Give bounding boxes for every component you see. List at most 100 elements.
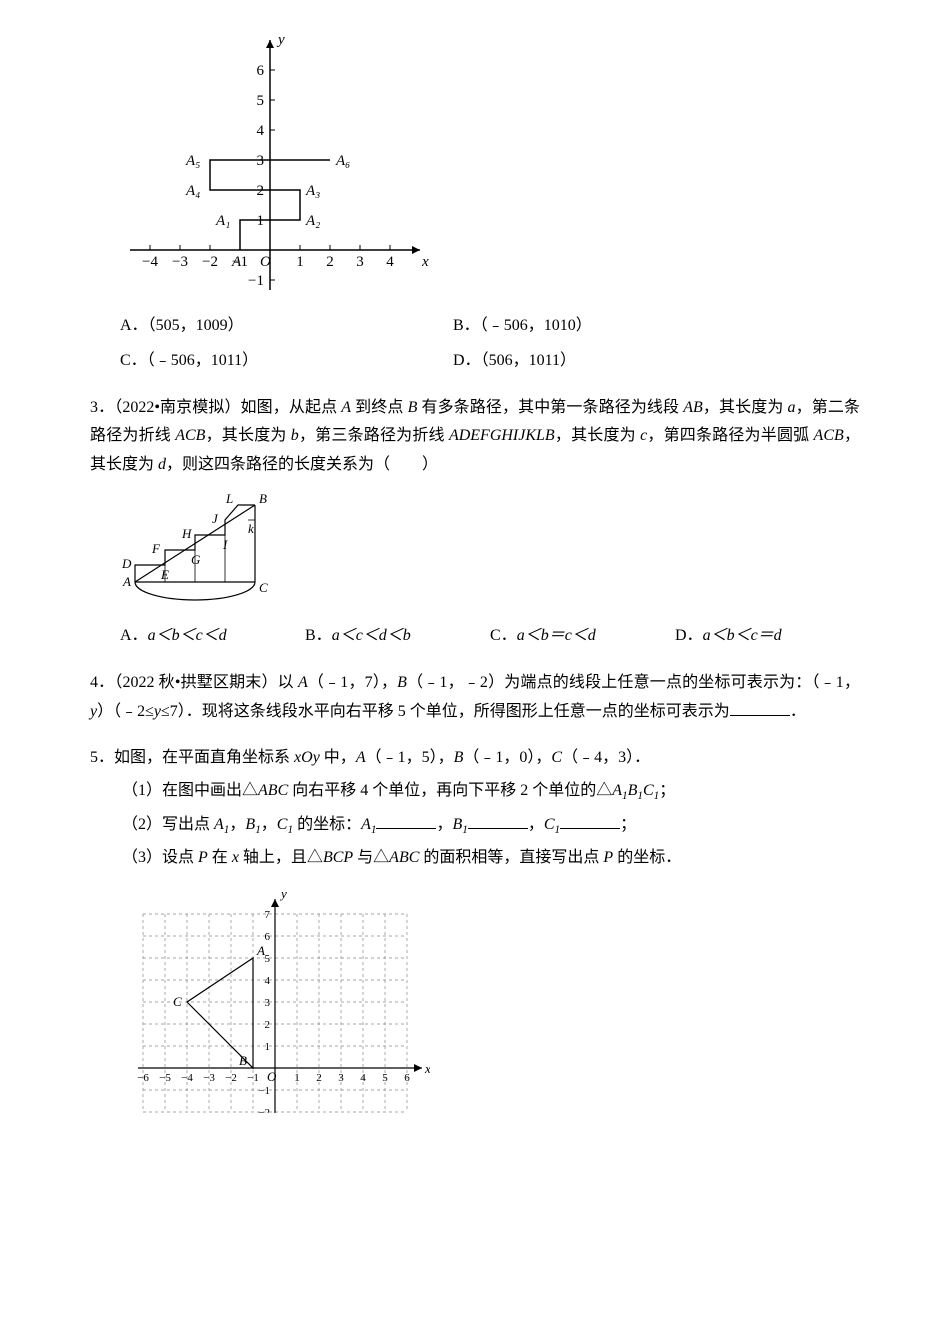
q5-p1a: （1）在图中画出△ (122, 782, 258, 799)
q5-semi2: ； (620, 816, 636, 833)
q5-ABC2: ABC (389, 849, 419, 866)
svg-text:4: 4 (265, 975, 271, 987)
q5-t2: 中， (320, 749, 356, 766)
q5-c3: ， (436, 816, 452, 833)
q5-blank-c (560, 813, 620, 829)
svg-text:2: 2 (326, 254, 334, 270)
q3-opt-a-text: a＜b＜c＜d (148, 627, 227, 644)
q5-figure: −6−5−4−3−2−1123456−2−11234567OxyABC (120, 883, 860, 1113)
q3-text: 3．（2022•南京模拟）如图，从起点 A 到终点 B 有多条路径，其中第一条路… (90, 394, 860, 480)
q3-d: d (158, 456, 166, 473)
q2-opt-b: B．（﹣506，1010） (453, 312, 786, 341)
q3-opt-b: B．a＜c＜d＜b (305, 622, 490, 651)
q5-p2b: 的坐标： (293, 816, 361, 833)
q5-ptB: （﹣1，0）， (463, 749, 551, 766)
svg-text:7: 7 (265, 909, 271, 921)
q3-number: 3． (90, 399, 114, 416)
q5-c4: ， (528, 816, 544, 833)
q3-a: a (788, 399, 796, 416)
svg-text:−2: −2 (202, 254, 218, 270)
q4-t3: ≤7）．现将这条线段水平向右平移 5 个单位，所得图形上任意一点的坐标可表示为 (161, 703, 730, 720)
q3-t3: 有多条路径，其中第一条路径为线段 (417, 399, 683, 416)
svg-text:B: B (259, 491, 267, 506)
q5-A1B1C1: A1B1C1 (612, 782, 659, 799)
q3-opt-c-text: a＜b＝c＜d (517, 627, 596, 644)
svg-text:A: A (231, 254, 242, 270)
q2-opt-d: D．（506，1011） (453, 347, 786, 376)
q3-opt-a: A．a＜b＜c＜d (120, 622, 305, 651)
q3-long: ADEFGHIJKLB (449, 427, 555, 444)
q3-t9: ，第四条路径为半圆弧 (647, 427, 813, 444)
q5-block: 5．如图，在平面直角坐标系 xOy 中，A（﹣1，5），B（﹣1，0），C（﹣4… (90, 744, 860, 1112)
svg-text:O: O (260, 254, 271, 270)
q3-AB: AB (683, 399, 703, 416)
svg-text:C: C (173, 994, 182, 1009)
q2-opt-a: A．（505，1009） (120, 312, 453, 341)
q3-B: B (408, 399, 418, 416)
svg-text:E: E (160, 567, 169, 582)
svg-text:F: F (151, 541, 161, 556)
q5-p2a: （2）写出点 (122, 816, 214, 833)
q4-blank (730, 700, 790, 716)
svg-text:y: y (279, 886, 287, 901)
q5-p3b: 在 (208, 849, 232, 866)
q3-t11: ，则这四条路径的长度关系为（ ） (166, 456, 438, 473)
q5-C: C (551, 749, 562, 766)
q5-P: P (198, 849, 208, 866)
svg-text:B: B (239, 1053, 247, 1068)
q3-t2: 到终点 (351, 399, 408, 416)
svg-text:3: 3 (338, 1072, 344, 1084)
q5-B1: B1 (245, 816, 260, 833)
q2-block: −4−3−2−11234−1123456OxyAA₁A₂A₃A₄A₅A₆ A．（… (90, 30, 860, 376)
q3-opt-b-text: a＜c＜d＜b (332, 627, 411, 644)
svg-text:−4: −4 (181, 1072, 193, 1084)
q5-p1b: 向右平移 4 个单位，再向下平移 2 个单位的△ (288, 782, 612, 799)
svg-text:A₂: A₂ (305, 213, 320, 229)
q3-t4: ，其长度为 (703, 399, 788, 416)
svg-text:−6: −6 (137, 1072, 149, 1084)
q2-opt-c: C．（﹣506，1011） (120, 347, 453, 376)
q3-opt-d-text: a＜b＜c＝d (703, 627, 782, 644)
q5-part2: （2）写出点 A1，B1，C1 的坐标：A1，B1，C1； (122, 811, 860, 840)
svg-text:−1: −1 (258, 1085, 270, 1097)
q5-c1: ， (229, 816, 245, 833)
q3-figure: ABCDEFGHIJLk (120, 490, 860, 610)
q2-opt-a-text: （505，1009） (148, 317, 244, 334)
q5-part3: （3）设点 P 在 x 轴上，且△BCP 与△ABC 的面积相等，直接写出点 P… (122, 844, 860, 873)
q5-p3a: （3）设点 (122, 849, 198, 866)
svg-text:−2: −2 (258, 1107, 270, 1113)
q2-opt-d-text: （506，1011） (481, 352, 576, 369)
svg-text:O: O (267, 1069, 277, 1084)
q4-number: 4． (90, 674, 114, 691)
q2-opt-b-text: （﹣506，1010） (480, 317, 592, 334)
svg-text:A₁: A₁ (215, 213, 230, 229)
svg-text:1: 1 (294, 1072, 300, 1084)
q4-t1: 以 (278, 674, 298, 691)
q3-block: 3．（2022•南京模拟）如图，从起点 A 到终点 B 有多条路径，其中第一条路… (90, 394, 860, 651)
svg-text:−4: −4 (142, 254, 158, 270)
q4-text: 4．（2022 秋•拱墅区期末）以 A（﹣1，7），B（﹣1，﹣2）为端点的线段… (90, 669, 860, 727)
svg-text:C: C (259, 580, 268, 595)
svg-text:5: 5 (382, 1072, 388, 1084)
svg-text:x: x (424, 1061, 430, 1076)
q3-source: （2022•南京模拟） (114, 399, 240, 416)
svg-text:3: 3 (356, 254, 364, 270)
q4-t2: ）（﹣2≤ (97, 703, 154, 720)
q4-A: A (298, 674, 308, 691)
q3-opt-d: D．a＜b＜c＝d (675, 622, 860, 651)
q5-number: 5． (90, 749, 114, 766)
svg-text:J: J (212, 511, 219, 526)
q5-semi1: ； (659, 782, 675, 799)
svg-text:A₄: A₄ (185, 183, 200, 199)
svg-text:1: 1 (265, 1041, 271, 1053)
q5-ptA: （﹣1，5）， (366, 749, 454, 766)
svg-text:1: 1 (257, 213, 265, 229)
svg-text:6: 6 (265, 931, 271, 943)
svg-text:−1: −1 (247, 1072, 259, 1084)
svg-text:−5: −5 (159, 1072, 171, 1084)
svg-text:1: 1 (296, 254, 304, 270)
q3-t6: ，其长度为 (205, 427, 290, 444)
q5-part1: （1）在图中画出△ABC 向右平移 4 个单位，再向下平移 2 个单位的△A1B… (122, 777, 860, 806)
q4-source: （2022 秋•拱墅区期末） (114, 674, 277, 691)
q3-t1: 如图，从起点 (241, 399, 342, 416)
